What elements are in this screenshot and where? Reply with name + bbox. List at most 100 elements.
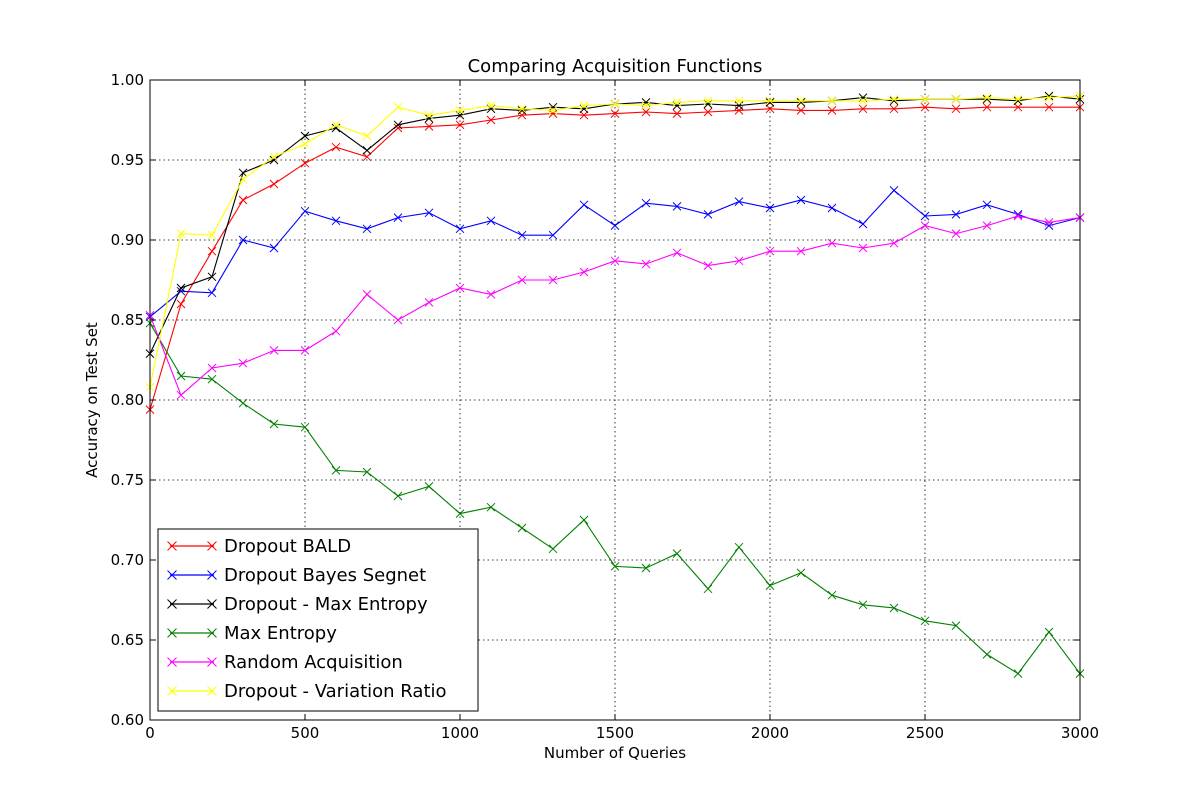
data-point (765, 98, 775, 107)
y-axis-label: Accuracy on Test Set (83, 322, 101, 478)
data-point (1013, 211, 1023, 221)
x-tick-label: 2000 (751, 724, 789, 742)
data-point (486, 216, 496, 226)
data-point (579, 200, 589, 210)
data-point (1013, 94, 1023, 104)
data-point (424, 298, 434, 307)
data-point (641, 198, 651, 208)
y-tick-label: 0.90 (111, 231, 144, 249)
data-point (610, 109, 620, 118)
data-point (269, 179, 279, 189)
data-point (641, 563, 651, 573)
data-point (982, 221, 992, 230)
data-point (1013, 669, 1023, 678)
data-point (982, 650, 992, 659)
y-tick-label: 0.85 (111, 311, 144, 329)
data-point (455, 120, 465, 130)
data-point (765, 203, 775, 213)
data-point (610, 99, 620, 109)
y-tick-label: 0.95 (111, 151, 144, 169)
data-point (672, 109, 682, 118)
data-point (393, 120, 403, 130)
data-point (300, 139, 310, 149)
y-tick-label: 0.80 (111, 391, 144, 409)
data-point (889, 104, 899, 114)
data-point (734, 256, 744, 266)
data-point (362, 131, 372, 141)
legend-marker (167, 686, 177, 696)
data-point (951, 104, 961, 114)
data-point (951, 621, 961, 630)
data-point (641, 259, 651, 269)
data-point (579, 515, 589, 525)
grid-lines (150, 80, 1080, 720)
legend-marker (207, 541, 217, 551)
data-point (176, 371, 186, 381)
y-tick-label: 0.60 (111, 711, 144, 729)
data-point (269, 243, 279, 253)
data-point (610, 256, 620, 266)
data-point (362, 467, 372, 477)
legend-marker (167, 570, 177, 580)
data-point (703, 584, 713, 594)
data-point (331, 142, 341, 152)
x-tick-label: 1000 (441, 724, 479, 742)
data-point (889, 96, 899, 106)
legend-label: Max Entropy (224, 623, 337, 644)
data-point (455, 106, 465, 115)
data-point (207, 230, 217, 240)
data-point (517, 104, 527, 114)
data-point (951, 210, 961, 219)
x-tick-label: 3000 (1061, 724, 1099, 742)
series-3 (145, 318, 1085, 678)
data-point (734, 542, 744, 552)
data-point (765, 581, 775, 590)
data-point (393, 491, 403, 501)
data-point (827, 203, 837, 213)
data-point (672, 202, 682, 211)
data-point (827, 106, 837, 115)
data-point (331, 466, 341, 475)
data-point (331, 326, 341, 336)
data-point (517, 230, 527, 240)
legend-box (157, 528, 479, 712)
data-point (796, 195, 806, 205)
data-point (362, 146, 372, 155)
legend-marker (167, 541, 177, 551)
data-point (765, 104, 775, 114)
data-point (734, 96, 744, 106)
data-point (331, 120, 341, 130)
data-point (548, 230, 558, 240)
legend-marker (207, 686, 217, 696)
legend-marker (207, 628, 217, 638)
data-point (641, 107, 651, 117)
legend-item: Max Entropy (167, 623, 337, 644)
legend-marker (167, 657, 177, 667)
legend-item: Random Acquisition (167, 652, 403, 673)
y-tick-label: 0.65 (111, 631, 144, 649)
legend-marker (167, 599, 177, 609)
data-point (300, 346, 310, 355)
data-point (269, 419, 279, 429)
data-point (951, 229, 961, 238)
data-point (548, 109, 558, 118)
data-point (827, 590, 837, 600)
data-point (207, 246, 217, 256)
data-point (641, 101, 651, 110)
data-point (300, 206, 310, 216)
data-point (734, 197, 744, 206)
legend-label: Dropout Bayes Segnet (224, 565, 426, 586)
data-point (703, 261, 713, 270)
data-point (1044, 221, 1054, 230)
data-point (889, 186, 899, 195)
legend-marker (167, 628, 177, 638)
data-point (238, 174, 248, 184)
x-tick-label: 500 (291, 724, 320, 742)
data-point (362, 152, 372, 162)
data-point (424, 122, 434, 131)
data-point (858, 96, 868, 106)
data-point (672, 248, 682, 258)
data-point (765, 246, 775, 256)
data-point (393, 123, 403, 133)
